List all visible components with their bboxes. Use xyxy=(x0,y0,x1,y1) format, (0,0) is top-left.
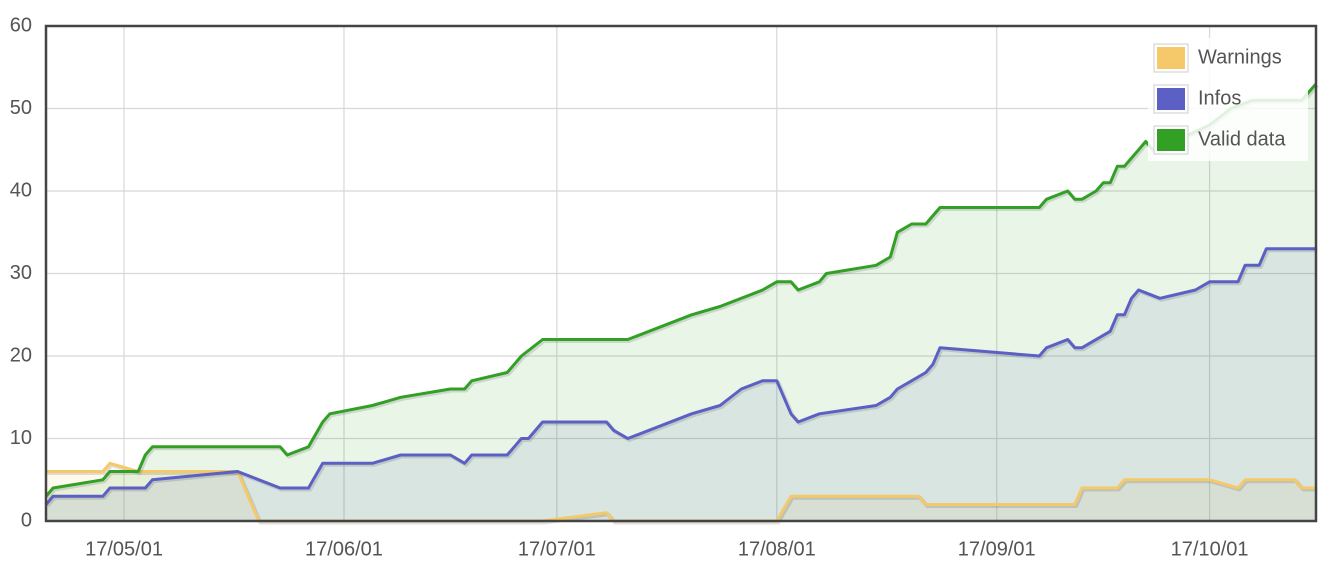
y-tick-label: 40 xyxy=(10,179,32,201)
x-tick-label: 17/10/01 xyxy=(1171,538,1249,560)
areas xyxy=(46,83,1316,522)
y-tick-label: 10 xyxy=(10,427,32,449)
area-fill xyxy=(46,83,1316,522)
legend-swatch xyxy=(1157,88,1185,110)
y-tick-label: 20 xyxy=(10,344,32,366)
area-fill xyxy=(46,248,1316,522)
x-tick-label: 17/09/01 xyxy=(958,538,1036,560)
y-tick-label: 50 xyxy=(10,97,32,119)
plot-border xyxy=(44,24,1318,523)
series-line xyxy=(44,247,1316,506)
x-tick-label: 17/07/01 xyxy=(518,538,596,560)
legend-swatch xyxy=(1157,129,1185,151)
x-tick-label: 17/06/01 xyxy=(305,538,383,560)
legend-label: Infos xyxy=(1198,87,1241,109)
legend-label: Valid data xyxy=(1198,128,1286,150)
series-line xyxy=(46,461,1316,523)
grid xyxy=(46,25,1316,522)
x-tick-label: 17/05/01 xyxy=(85,538,163,560)
x-tick-label: 17/08/01 xyxy=(738,538,816,560)
series-line xyxy=(44,82,1318,498)
area-fill xyxy=(46,463,1316,521)
y-tick-label: 60 xyxy=(10,14,32,36)
labels: 0 10 20 30 40 50 60 17/05/01 17/06/01 17/07/01 17/… xyxy=(10,14,1249,560)
y-tick-label: 30 xyxy=(10,262,32,284)
legend-label: Warnings xyxy=(1198,46,1282,68)
line-shadow xyxy=(45,83,1320,500)
legend-swatch xyxy=(1157,47,1185,69)
legend: Warnings Infos Valid data xyxy=(1148,38,1308,161)
y-tick-label: 0 xyxy=(21,509,32,531)
lines xyxy=(44,82,1320,525)
